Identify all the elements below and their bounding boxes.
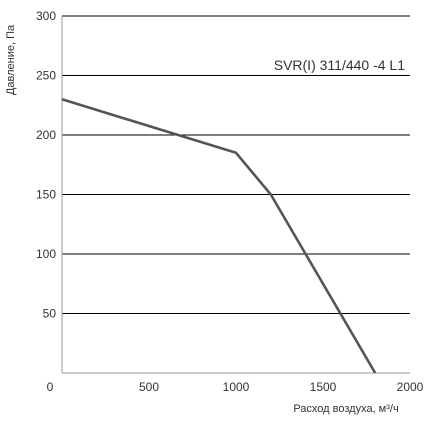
y-tick-label-200: 200 (36, 128, 56, 142)
x-tick-label-0: 0 (47, 380, 54, 394)
x-tick-label-1500: 1500 (310, 380, 337, 394)
series-line-0 (61, 98, 377, 374)
x-tick-labels: 0 500 1000 1500 2000 (47, 380, 424, 394)
x-tick-label-500: 500 (139, 380, 159, 394)
x-axis-title: Расход воздуха, м³/ч (293, 403, 398, 415)
y-tick-label-50: 50 (43, 307, 57, 321)
y-axis-title: Давление, Па (5, 24, 17, 95)
grid-lines (62, 15, 410, 314)
y-tick-labels: 50 100 150 200 250 300 (36, 9, 56, 321)
series-lines (61, 98, 377, 374)
y-tick-label-100: 100 (36, 247, 56, 261)
y-tick-label-300: 300 (36, 9, 56, 23)
series-label: SVR(I) 311/440 -4 L1 (274, 57, 405, 73)
y-tick-label-150: 150 (36, 188, 56, 202)
x-tick-label-2000: 2000 (397, 380, 424, 394)
x-tick-label-1000: 1000 (223, 380, 250, 394)
y-tick-label-250: 250 (36, 69, 56, 83)
